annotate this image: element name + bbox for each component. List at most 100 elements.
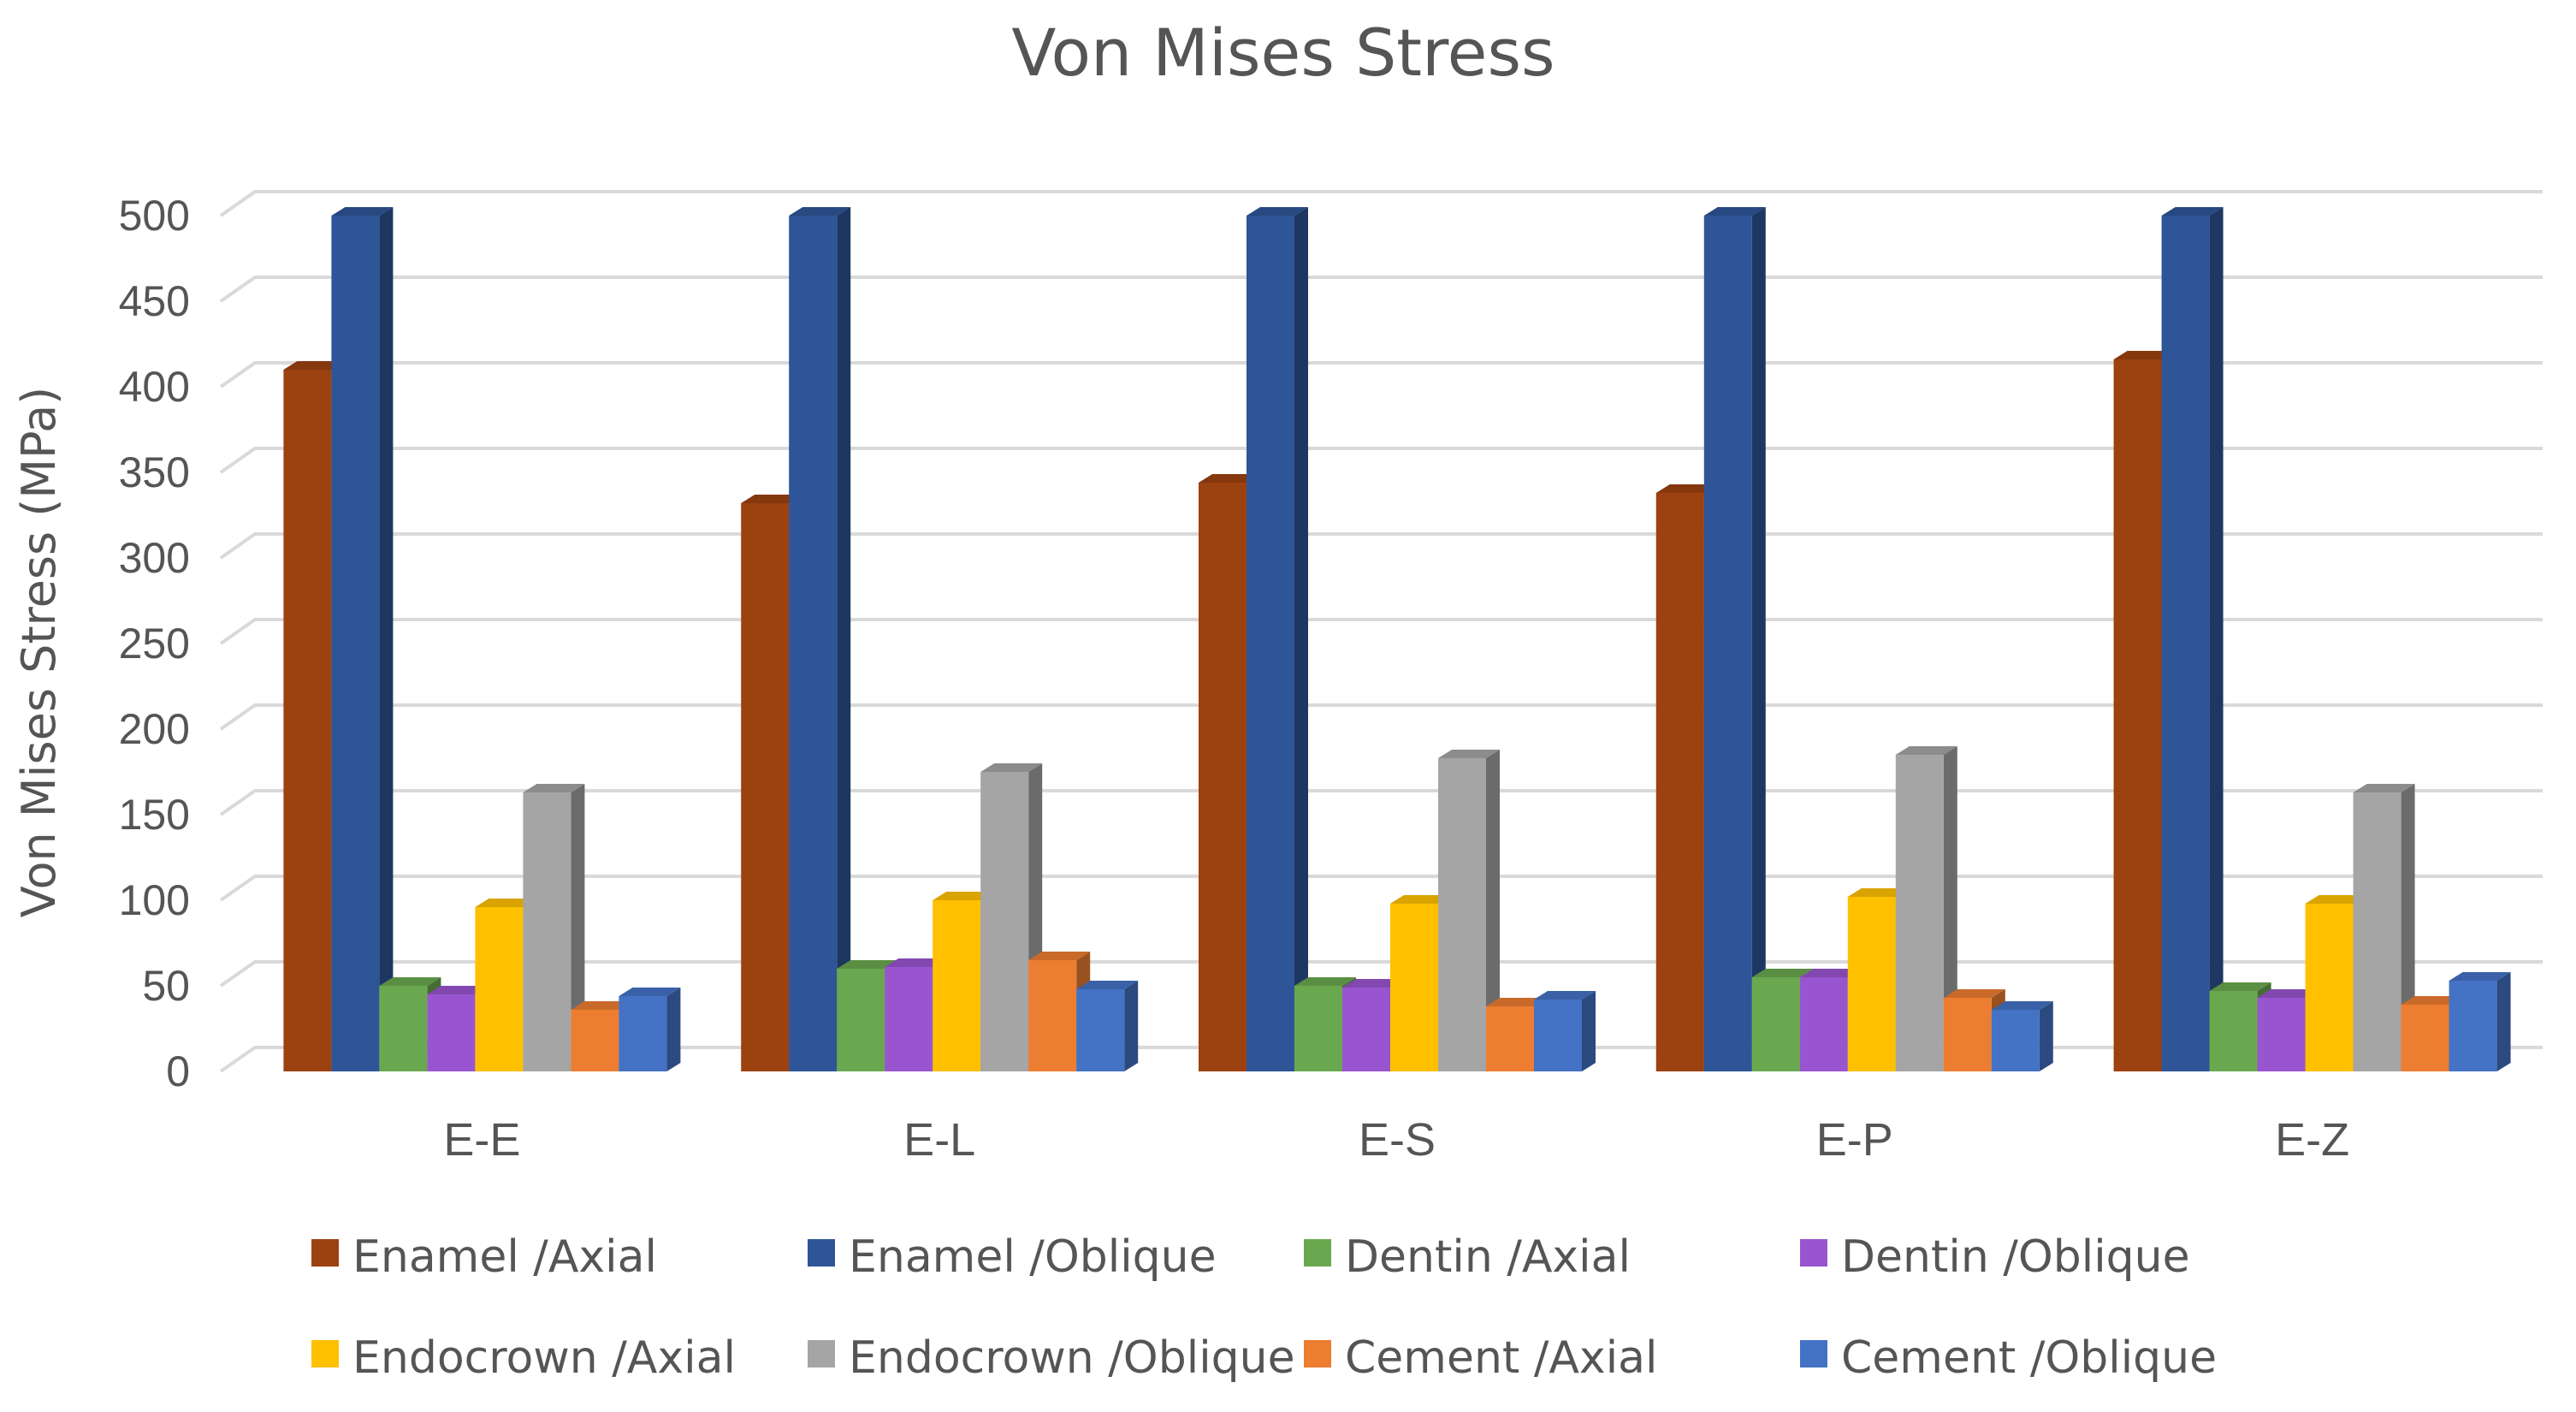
bar-top bbox=[1847, 888, 1910, 897]
bar-front bbox=[1438, 758, 1486, 1071]
bar-front bbox=[2209, 991, 2258, 1071]
bar-front bbox=[523, 792, 571, 1071]
bar-top bbox=[475, 899, 537, 907]
chart-title: Von Mises Stress bbox=[1011, 15, 1554, 91]
x-tick-label: E-P bbox=[1816, 1114, 1893, 1166]
bar-cement-axial-e-l bbox=[1028, 952, 1091, 1071]
bar-top bbox=[1028, 952, 1091, 960]
legend-label: Cement /Oblique bbox=[1841, 1332, 2217, 1384]
bar-front bbox=[1895, 755, 1944, 1071]
bar-side bbox=[666, 988, 681, 1071]
x-tick-label: E-E bbox=[443, 1114, 520, 1166]
bar-endocrown-oblique-e-e bbox=[523, 784, 585, 1071]
y-tick-label: 350 bbox=[119, 448, 190, 496]
bar-top bbox=[1294, 977, 1356, 986]
bar-top bbox=[933, 892, 995, 900]
bar-enamel-oblique-e-s bbox=[1247, 207, 1308, 1071]
bar-enamel-oblique-e-e bbox=[331, 207, 394, 1071]
bar-cement-oblique-e-s bbox=[1534, 991, 1596, 1071]
bar-top bbox=[2257, 989, 2319, 998]
gridline bbox=[219, 789, 2543, 816]
legend: Enamel /Axial Enamel /Oblique Dentin /Axia… bbox=[311, 1231, 2217, 1384]
legend-label: Dentin /Oblique bbox=[1841, 1231, 2190, 1283]
bar-top bbox=[1199, 474, 1260, 483]
bar-front bbox=[619, 996, 667, 1071]
legend-label: Enamel /Axial bbox=[352, 1231, 657, 1283]
y-axis-ticks: 0 50 100 150 200 250 300 350 400 450 500 bbox=[119, 192, 190, 1095]
legend-label: Cement /Axial bbox=[1345, 1332, 1657, 1384]
y-tick-label: 450 bbox=[119, 277, 190, 325]
bar-enamel-axial-e-p bbox=[1655, 484, 1718, 1071]
bar-top bbox=[1943, 989, 2005, 998]
bar-cement-oblique-e-l bbox=[1076, 981, 1139, 1071]
bar-front bbox=[1751, 977, 1800, 1071]
bar-front bbox=[933, 900, 981, 1071]
legend-swatch bbox=[1800, 1239, 1827, 1267]
bar-front bbox=[1847, 897, 1896, 1071]
bar-front bbox=[1294, 986, 1342, 1071]
bar-side bbox=[2209, 207, 2224, 1071]
y-tick-label: 50 bbox=[142, 962, 190, 1010]
bars bbox=[283, 207, 2511, 1071]
bar-front bbox=[1076, 989, 1125, 1071]
bar-top bbox=[1390, 895, 1452, 904]
y-tick-label: 150 bbox=[119, 791, 190, 839]
y-tick-label: 400 bbox=[119, 363, 190, 411]
bar-front bbox=[1486, 1006, 1534, 1071]
bar-side bbox=[2496, 972, 2511, 1071]
legend-item: Endocrown /Oblique bbox=[808, 1332, 1295, 1384]
legend-swatch bbox=[1304, 1239, 1331, 1267]
bar-side bbox=[379, 207, 394, 1071]
bar-top bbox=[619, 988, 681, 996]
bar-top bbox=[2161, 207, 2224, 216]
bar-top bbox=[837, 960, 899, 969]
bar-top bbox=[1076, 981, 1139, 989]
bar-top bbox=[1991, 1001, 2053, 1010]
bar-top bbox=[1342, 979, 1404, 988]
bar-cement-oblique-e-z bbox=[2449, 972, 2511, 1071]
bar-side bbox=[1294, 207, 1308, 1071]
bar-side bbox=[1582, 991, 1596, 1071]
bar-front bbox=[2113, 359, 2162, 1071]
legend-swatch bbox=[1800, 1340, 1827, 1368]
bar-front bbox=[885, 967, 933, 1071]
gridline bbox=[219, 361, 2543, 389]
gridline bbox=[219, 190, 2543, 217]
bar-top bbox=[1534, 991, 1596, 1000]
legend-item: Dentin /Oblique bbox=[1800, 1231, 2190, 1283]
bar-endocrown-oblique-e-p bbox=[1895, 746, 1957, 1071]
bar-front bbox=[427, 994, 476, 1071]
bar-top bbox=[379, 977, 441, 986]
bar-side bbox=[1486, 750, 1500, 1071]
bar-side bbox=[2039, 1001, 2053, 1071]
gridline bbox=[219, 618, 2543, 645]
x-axis-categories: E-E E-L E-S E-P E-Z bbox=[443, 1114, 2349, 1166]
bar-front bbox=[2353, 792, 2401, 1071]
bar-front bbox=[1342, 988, 1390, 1071]
bar-front bbox=[2401, 1005, 2449, 1071]
gridline bbox=[219, 703, 2543, 731]
bar-front bbox=[980, 772, 1029, 1071]
legend-item: Cement /Axial bbox=[1304, 1332, 1657, 1384]
bar-front bbox=[475, 907, 524, 1071]
gridline bbox=[219, 960, 2543, 988]
legend-label: Endocrown /Axial bbox=[352, 1332, 736, 1384]
bar-top bbox=[2305, 895, 2367, 904]
legend-swatch bbox=[808, 1239, 835, 1267]
bar-top bbox=[2209, 982, 2271, 991]
bar-top bbox=[1895, 746, 1957, 755]
bar-top bbox=[980, 763, 1043, 772]
bar-top bbox=[1799, 969, 1862, 977]
bar-front bbox=[2161, 216, 2210, 1071]
bar-side bbox=[571, 784, 585, 1071]
bar-top bbox=[427, 986, 489, 994]
bar-front bbox=[571, 1010, 619, 1071]
bar-cement-oblique-e-e bbox=[619, 988, 681, 1071]
bar-front bbox=[331, 216, 380, 1071]
bar-top bbox=[331, 207, 394, 216]
bar-front bbox=[1943, 998, 1992, 1071]
legend-swatch bbox=[311, 1340, 339, 1368]
bar-enamel-oblique-e-z bbox=[2161, 207, 2224, 1071]
